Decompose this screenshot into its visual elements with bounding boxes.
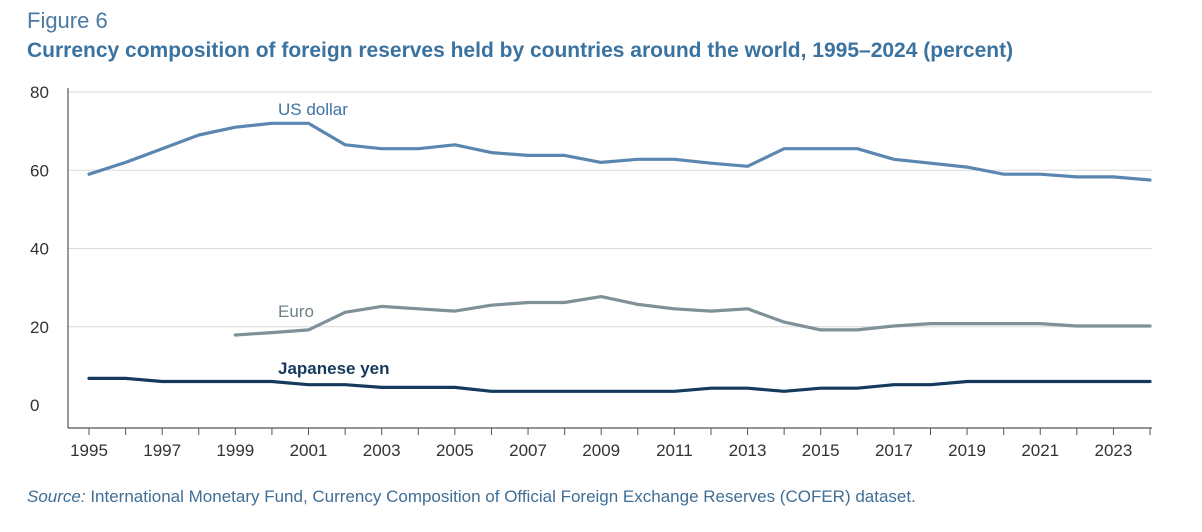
series-line-japanese-yen [87, 376, 1152, 393]
source-note: Source: International Monetary Fund, Cur… [27, 487, 916, 507]
x-tick-label: 2009 [582, 441, 620, 460]
y-tick-label: 0 [30, 396, 39, 415]
y-tick-label: 20 [30, 318, 49, 337]
figure-label: Figure 6 [27, 8, 108, 33]
x-tick-label: 1995 [70, 441, 108, 460]
series-label-japanese-yen: Japanese yen [278, 359, 390, 378]
x-tick-label: 2003 [363, 441, 401, 460]
series-label-euro: Euro [278, 302, 314, 321]
y-tick-label: 40 [30, 240, 49, 259]
x-tick-label: 1997 [143, 441, 181, 460]
source-text: International Monetary Fund, Currency Co… [90, 487, 916, 506]
x-tick-label: 2001 [290, 441, 328, 460]
x-tick-label: 2023 [1094, 441, 1132, 460]
series-line-euro [233, 295, 1152, 337]
source-label: Source: [27, 487, 86, 506]
gridlines [68, 91, 1152, 328]
series-label-us-dollar: US dollar [278, 100, 348, 119]
x-axis-ticks: 1995 1997 1999 2001 2003 2005 2007 2009 2011 2013… [70, 428, 1151, 460]
x-tick-label: 2019 [948, 441, 986, 460]
x-tick-label: 2021 [1021, 441, 1059, 460]
axes [67, 88, 1152, 429]
x-tick-label: 1999 [216, 441, 254, 460]
x-tick-label: 2017 [875, 441, 913, 460]
y-tick-label: 60 [30, 161, 49, 180]
series-line-us-dollar [87, 121, 1152, 182]
series-lines [87, 121, 1152, 393]
x-tick-label: 2015 [802, 441, 840, 460]
series-labels: US dollar Euro Japanese yen [278, 100, 390, 378]
chart-title: Currency composition of foreign reserves… [27, 39, 1014, 62]
x-tick-label: 2013 [729, 441, 767, 460]
y-tick-label: 80 [30, 83, 49, 102]
x-tick-label: 2011 [656, 441, 693, 460]
x-tick-label: 2007 [509, 441, 547, 460]
x-tick-label: 2005 [436, 441, 474, 460]
y-axis-ticks: 0 20 40 60 80 [30, 83, 49, 415]
